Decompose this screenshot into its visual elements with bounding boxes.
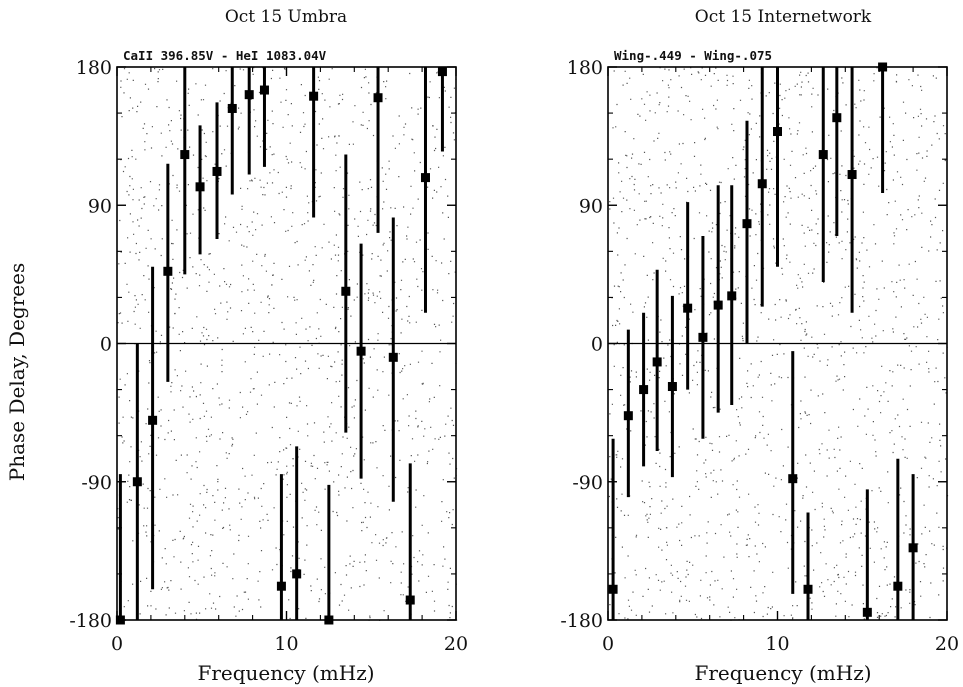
- data-point: [832, 113, 842, 123]
- data-point: [803, 584, 813, 594]
- x-axis-label: Frequency (mHz): [197, 661, 374, 685]
- y-tick-label: 90: [88, 195, 112, 217]
- data-point: [163, 266, 173, 276]
- y-tick-label: 0: [100, 334, 112, 356]
- y-tick-label: -90: [81, 472, 112, 494]
- data-point: [227, 103, 237, 113]
- data-point: [292, 569, 302, 579]
- data-point: [773, 127, 782, 137]
- data-point: [276, 581, 286, 591]
- data-point: [818, 150, 828, 160]
- data-point: [667, 382, 677, 392]
- data-point: [608, 584, 618, 594]
- panel-subtitle: CaII 396.85V - HeI 1083.04V: [123, 48, 327, 63]
- data-point: [757, 179, 767, 189]
- y-tick-label: 180: [76, 57, 112, 79]
- data-point: [259, 85, 269, 95]
- data-point: [437, 67, 447, 77]
- data-point: [420, 173, 430, 183]
- panel-subtitle: Wing-.449 - Wing-.075: [614, 48, 772, 63]
- data-point: [356, 346, 366, 356]
- data-point: [180, 150, 190, 160]
- data-point: [623, 411, 633, 421]
- data-point: [405, 595, 415, 605]
- y-tick-label: 180: [567, 57, 603, 79]
- data-point: [309, 91, 319, 101]
- data-point: [324, 615, 334, 625]
- y-tick-label: -180: [560, 610, 603, 632]
- data-point: [639, 385, 649, 395]
- x-axis-label: Frequency (mHz): [694, 661, 871, 685]
- y-tick-label: 90: [579, 195, 603, 217]
- data-point: [683, 303, 693, 313]
- data-point: [132, 477, 142, 487]
- data-point: [893, 581, 903, 591]
- panel-umbra: Oct 15 Umbra CaII 396.85V - HeI 1083.04V…: [69, 7, 468, 685]
- data-point: [341, 286, 351, 296]
- x-tick-label: 20: [935, 633, 959, 655]
- data-point: [788, 474, 798, 484]
- y-tick-label: -180: [69, 610, 112, 632]
- panel-title: Oct 15 Umbra: [225, 7, 347, 27]
- x-tick-label: 0: [602, 633, 614, 655]
- data-point: [388, 352, 398, 362]
- x-tick-label: 20: [444, 633, 468, 655]
- x-tick-label: 0: [111, 633, 123, 655]
- data-point: [847, 170, 857, 180]
- data-point: [212, 166, 222, 176]
- data-point: [373, 93, 383, 103]
- data-point: [244, 90, 254, 100]
- data-point: [148, 415, 158, 425]
- y-tick-label: -90: [572, 472, 603, 494]
- data-point: [698, 332, 708, 342]
- x-tick-label: 10: [274, 633, 298, 655]
- data-point: [727, 291, 737, 301]
- data-point: [195, 182, 205, 192]
- data-point: [862, 607, 872, 617]
- data-point: [878, 62, 888, 72]
- data-point: [742, 219, 752, 229]
- data-point: [652, 357, 662, 367]
- y-axis-label: Phase Delay, Degrees: [5, 263, 29, 481]
- panel-title: Oct 15 Internetwork: [695, 7, 872, 27]
- data-point: [115, 615, 125, 625]
- data-point: [908, 543, 918, 553]
- x-tick-label: 10: [765, 633, 789, 655]
- panel-internetwork: Oct 15 Internetwork Wing-.449 - Wing-.07…: [560, 7, 959, 685]
- y-tick-label: 0: [591, 334, 603, 356]
- data-point: [713, 300, 723, 310]
